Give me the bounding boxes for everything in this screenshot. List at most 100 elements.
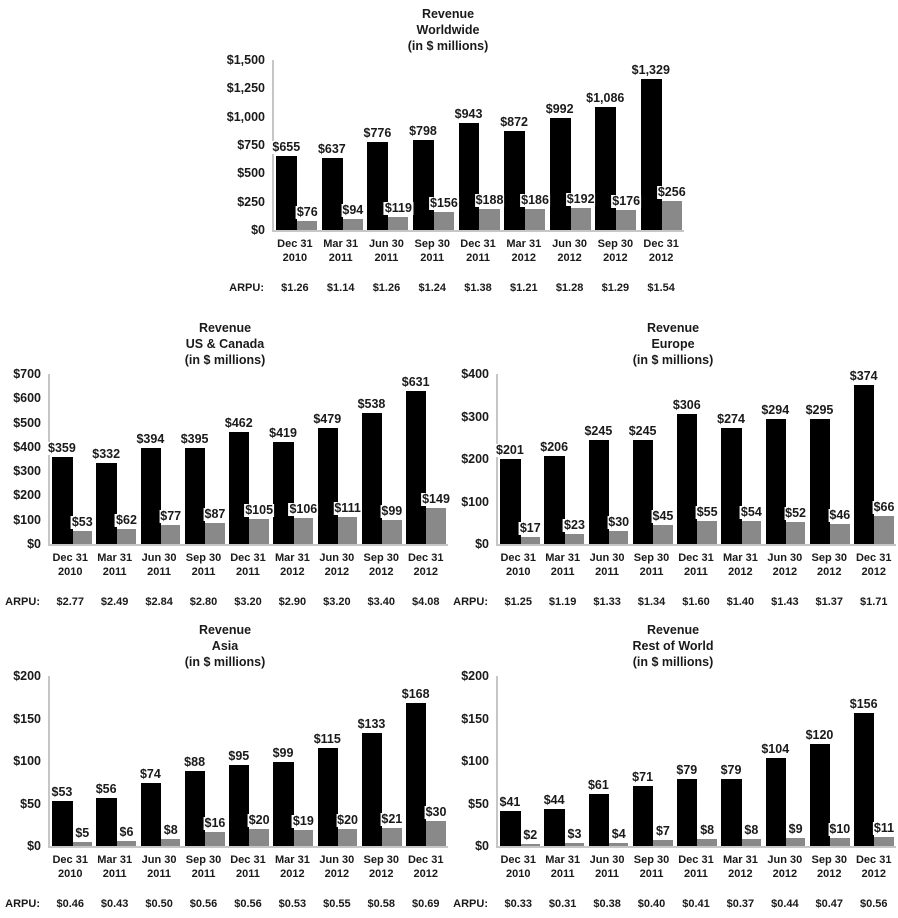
- x-axis-label-line: Dec 31: [460, 238, 496, 250]
- x-axis-label-line: Mar 31: [274, 854, 310, 866]
- y-axis-tick-label: $1,250: [226, 81, 265, 96]
- bar-group: $992 $192: [544, 60, 596, 230]
- bar-value-label-primary: $156: [848, 697, 879, 712]
- bar-primary: [640, 79, 662, 230]
- bar-group: $394 $77: [135, 374, 183, 544]
- y-axis-tick-label: $500: [237, 166, 265, 181]
- arpu-value: $0.55: [323, 898, 351, 910]
- x-axis-label-line: Jun 30: [589, 854, 625, 866]
- y-axis-tick-label: $50: [468, 796, 489, 811]
- plot: $359 $53 $332 $62 $394 $77 $395 $87 $462 $105 $419…: [47, 374, 451, 546]
- x-axis-label-line: Jun 30: [767, 854, 803, 866]
- x-axis-label-line: 2011: [550, 565, 575, 578]
- bar-secondary: [525, 208, 546, 230]
- y-axis-tick-label: $150: [13, 711, 41, 726]
- bar-group: $1,329 $256: [630, 60, 687, 230]
- bar-value-label-secondary: $256: [656, 185, 687, 199]
- arpu-row: ARPU: $0.33 $0.31 $0.38 $0.40 $0.41 $0.37 $0.44…: [450, 898, 896, 910]
- bar-value-label-secondary: $87: [203, 506, 227, 521]
- bar-primary: [412, 139, 434, 230]
- chart-title: Revenue US & Canada (in $ millions): [2, 320, 448, 368]
- x-axis-label-line: Mar 31: [97, 552, 133, 564]
- x-axis-label-line: 2011: [595, 867, 620, 880]
- bar-secondary: [388, 216, 409, 230]
- arpu-value: $1.25: [504, 596, 532, 608]
- x-axis-label-line: 2011: [466, 251, 490, 264]
- bar-value-label-primary: $99: [271, 745, 295, 760]
- x-axis-label: Dec 31 2010: [496, 854, 540, 881]
- y-axis-tick-label: $600: [13, 391, 41, 406]
- y-axis-tick-label: $0: [475, 537, 489, 551]
- bar-secondary: [520, 844, 540, 846]
- x-axis-label-line: Dec 31: [678, 552, 714, 564]
- x-axis-label-line: Dec 31: [230, 854, 266, 866]
- bar-group: $245 $30: [583, 374, 631, 544]
- bar-secondary: [830, 837, 850, 846]
- x-axis-label: Dec 31 2010: [496, 552, 540, 579]
- arpu-value: $1.29: [601, 282, 630, 294]
- bar-value-label-primary: $655: [271, 139, 302, 154]
- arpu-value: $3.20: [323, 596, 351, 608]
- x-axis-label: Mar 31 2012: [270, 552, 314, 579]
- bar-value-label-primary: $245: [583, 423, 614, 438]
- x-axis-label: Sep 30 2011: [629, 552, 673, 579]
- chart-rest-of-world: Revenue Rest of World (in $ millions) $0 $50…: [450, 622, 896, 910]
- y-axis: $0 $50 $100 $150 $200: [450, 669, 496, 853]
- bar-value-label-primary: $120: [804, 728, 835, 742]
- y-axis-tick-label: $400: [13, 439, 41, 454]
- bar-value-label-secondary: $23: [563, 518, 586, 533]
- bar-value-label-primary: $306: [671, 397, 702, 412]
- bar-value-label-primary: $943: [453, 107, 484, 122]
- x-axis-label: Jun 30 2011: [585, 552, 629, 579]
- chart-title-line: Europe: [651, 337, 695, 351]
- bar-group: $95 $20: [227, 676, 271, 846]
- bar-value-label-secondary: $16: [203, 816, 227, 831]
- bar-value-label-secondary: $6: [118, 824, 135, 839]
- x-axis-label-line: 2011: [639, 867, 664, 880]
- bar-secondary: [830, 524, 850, 544]
- bar-value-label-primary: $133: [356, 716, 387, 731]
- arpu-row: ARPU: $0.46 $0.43 $0.50 $0.56 $0.56 $0.53 $0.55…: [2, 898, 448, 910]
- chart-title-line: (in $ millions): [632, 655, 714, 669]
- bar-secondary: [433, 212, 454, 230]
- x-axis-label-line: Dec 31: [230, 552, 266, 564]
- x-axis-label-line: Jun 30: [319, 552, 355, 564]
- x-axis-label-line: 2012: [280, 867, 305, 880]
- x-axis-label-line: Sep 30: [811, 552, 848, 564]
- bar-secondary: [160, 525, 181, 544]
- bar-secondary: [570, 208, 591, 230]
- arpu-value: $2.77: [56, 596, 84, 608]
- bar-value-label-primary: $61: [586, 778, 610, 793]
- chart-title: Revenue Worldwide (in $ millions): [212, 6, 684, 54]
- arpu-row-label: ARPU:: [453, 596, 488, 608]
- x-axis-label-line: Jun 30: [589, 552, 625, 564]
- bar-primary: [809, 418, 831, 544]
- bar-value-label-secondary: $20: [336, 813, 360, 827]
- arpu-value: $0.58: [367, 898, 396, 910]
- chart-title-line: Worldwide: [416, 23, 480, 37]
- x-axis-label-line: 2012: [603, 251, 628, 264]
- x-axis-label-line: Mar 31: [506, 238, 542, 250]
- bar-group: $538 $99: [356, 374, 404, 544]
- arpu-value: $1.28: [555, 282, 584, 294]
- x-axis-label-line: Sep 30: [811, 854, 848, 866]
- arpu-value: $3.40: [367, 596, 396, 608]
- bar-value-label-secondary: $11: [872, 820, 896, 835]
- arpu-value: $0.56: [234, 898, 262, 910]
- arpu-value: $1.26: [372, 282, 401, 294]
- arpu-value: $0.41: [682, 898, 710, 910]
- bar-value-label-primary: $41: [498, 795, 522, 810]
- bar-secondary: [426, 820, 446, 846]
- x-axis-label-line: Sep 30: [185, 854, 222, 866]
- arpu-value: $0.38: [593, 898, 621, 910]
- bar-primary: [52, 456, 73, 544]
- x-axis-label-line: Jun 30: [767, 552, 803, 564]
- bar-value-label-primary: $394: [135, 432, 166, 447]
- bar-primary: [809, 744, 831, 846]
- x-axis-label: Dec 31 2011: [455, 238, 501, 265]
- bar-value-label-primary: $992: [544, 101, 575, 116]
- bar-value-label-primary: $332: [91, 447, 122, 462]
- x-axis-label-line: 2010: [282, 251, 308, 264]
- bar-secondary: [608, 842, 629, 846]
- bar-value-label-secondary: $8: [699, 823, 716, 838]
